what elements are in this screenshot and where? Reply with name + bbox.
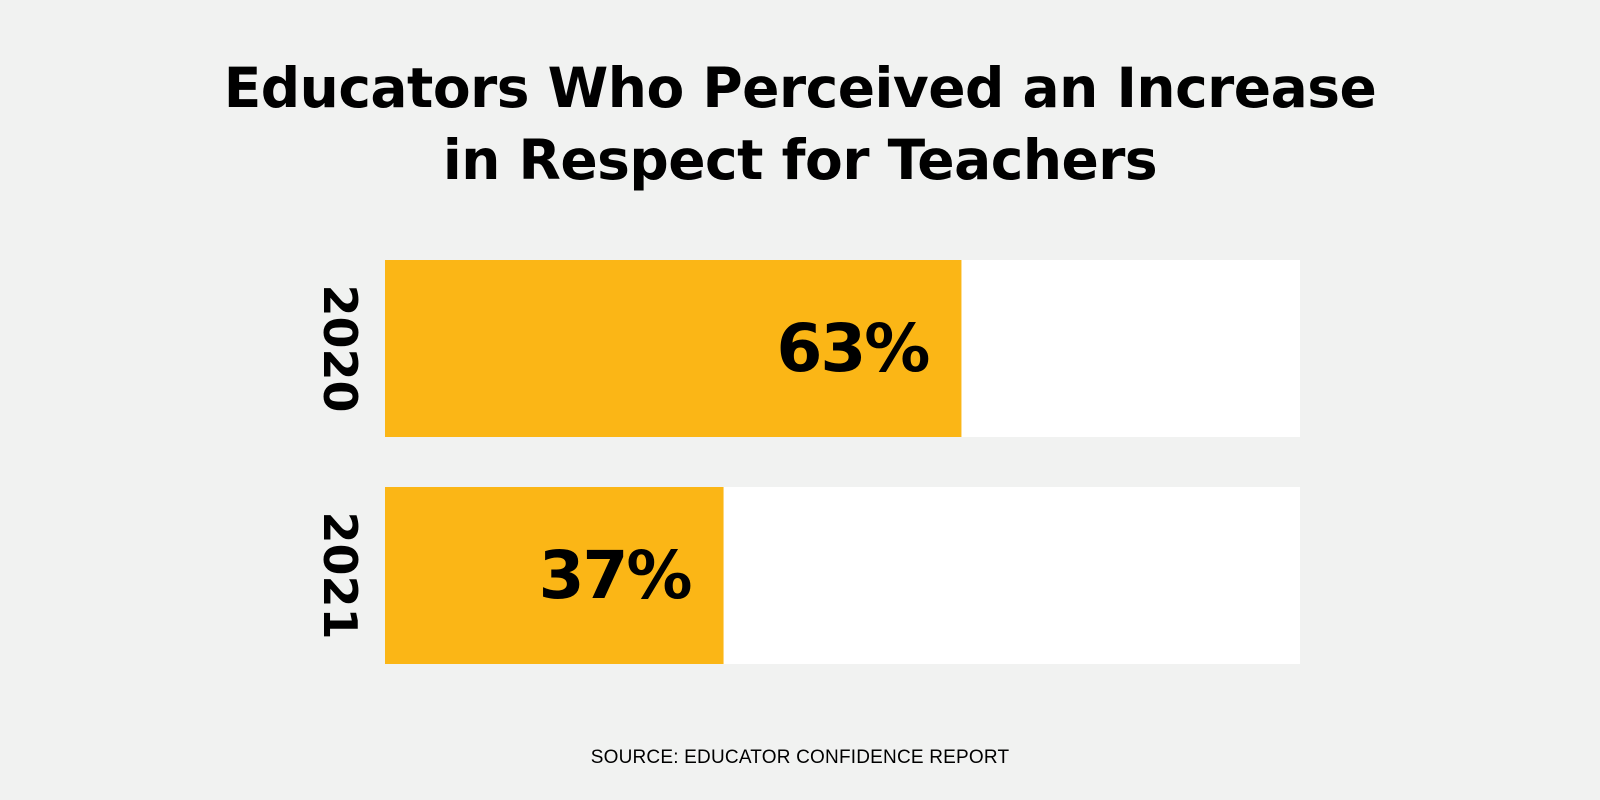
data-label-2020: 63% <box>776 310 929 387</box>
data-label-2021: 37% <box>539 537 692 614</box>
source-note: SOURCE: EDUCATOR CONFIDENCE REPORT <box>590 747 1010 768</box>
chart-title-line-2: in Respect for Teachers <box>442 128 1158 192</box>
chart-title: Educators Who Perceived an Increase in R… <box>0 52 1600 196</box>
bar-2020 <box>385 260 962 437</box>
chart-title-line-1: Educators Who Perceived an Increase <box>223 56 1377 120</box>
category-label-2020: 2020 <box>313 284 367 412</box>
bar-2021 <box>385 487 724 664</box>
category-label-2021: 2021 <box>313 511 367 639</box>
